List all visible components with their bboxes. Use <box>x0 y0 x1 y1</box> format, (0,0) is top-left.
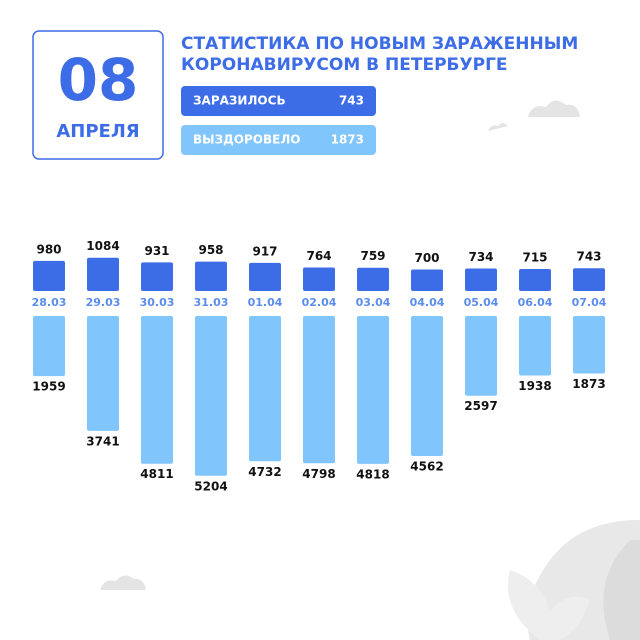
day: 08 <box>58 46 139 114</box>
value-label: 4811 <box>140 467 173 481</box>
bar <box>195 316 227 476</box>
bar <box>249 262 281 291</box>
bar <box>465 316 497 396</box>
bar <box>33 316 65 377</box>
value-label: 1938 <box>518 379 551 393</box>
value-label: 917 <box>252 244 277 258</box>
bar <box>303 267 335 291</box>
month: АПРЕЛЯ <box>56 121 139 142</box>
value-label: 764 <box>306 249 331 263</box>
value-label: 1873 <box>572 377 605 391</box>
x-tick-label: 02.04 <box>302 296 337 309</box>
bar <box>249 316 281 462</box>
value-label: 958 <box>198 243 223 257</box>
leaf <box>508 570 590 640</box>
bar <box>519 316 551 376</box>
legend-value: 1873 <box>331 133 364 147</box>
value-label: 3741 <box>86 434 119 448</box>
x-tick-label: 30.03 <box>140 296 175 309</box>
value-label: 700 <box>414 251 439 265</box>
bar <box>303 316 335 464</box>
value-label: 715 <box>522 251 547 265</box>
legend-pill <box>181 125 376 155</box>
bar <box>195 261 227 291</box>
leaf <box>603 540 640 640</box>
bar <box>141 316 173 464</box>
bar <box>357 316 389 464</box>
bar <box>87 316 119 431</box>
x-tick-label: 04.04 <box>410 296 445 309</box>
value-label: 4562 <box>410 460 443 474</box>
bar <box>33 260 65 291</box>
cloud <box>488 123 508 131</box>
bar <box>87 257 119 291</box>
bar <box>411 269 443 291</box>
value-label: 4732 <box>248 465 281 479</box>
cloud <box>528 100 580 117</box>
x-tick-label: 03.04 <box>356 296 391 309</box>
value-label: 743 <box>576 250 601 264</box>
chart-title: КОРОНАВИРУСОМ В ПЕТЕРБУРГЕ <box>181 55 508 75</box>
x-tick-label: 29.03 <box>86 296 121 309</box>
bar <box>519 269 551 291</box>
legend-value: 743 <box>339 94 364 108</box>
value-label: 1084 <box>86 239 119 253</box>
value-label: 4818 <box>356 467 389 481</box>
legend-pill <box>181 86 376 116</box>
value-label: 734 <box>468 250 493 264</box>
value-label: 4798 <box>302 467 335 481</box>
chart-title: СТАТИСТИКА ПО НОВЫМ ЗАРАЖЕННЫМ <box>181 34 578 54</box>
value-label: 980 <box>36 242 61 256</box>
value-label: 2597 <box>464 399 497 413</box>
cloud <box>100 575 146 590</box>
bar <box>573 268 605 291</box>
x-tick-label: 05.04 <box>464 296 499 309</box>
legend-label: ВЫЗДОРОВЕЛО <box>193 133 301 147</box>
x-tick-label: 07.04 <box>572 296 607 309</box>
value-label: 1959 <box>32 380 65 394</box>
legend-label: ЗАРАЗИЛОСЬ <box>193 94 286 108</box>
bar <box>411 316 443 457</box>
bar <box>465 268 497 291</box>
bar <box>357 267 389 291</box>
date-box <box>32 30 164 160</box>
x-tick-label: 01.04 <box>248 296 283 309</box>
x-tick-label: 31.03 <box>194 296 229 309</box>
bar <box>141 262 173 291</box>
x-tick-label: 06.04 <box>518 296 553 309</box>
value-label: 931 <box>144 244 169 258</box>
value-label: 5204 <box>194 479 227 493</box>
x-tick-label: 28.03 <box>32 296 67 309</box>
bar <box>573 316 605 374</box>
value-label: 759 <box>360 249 385 263</box>
